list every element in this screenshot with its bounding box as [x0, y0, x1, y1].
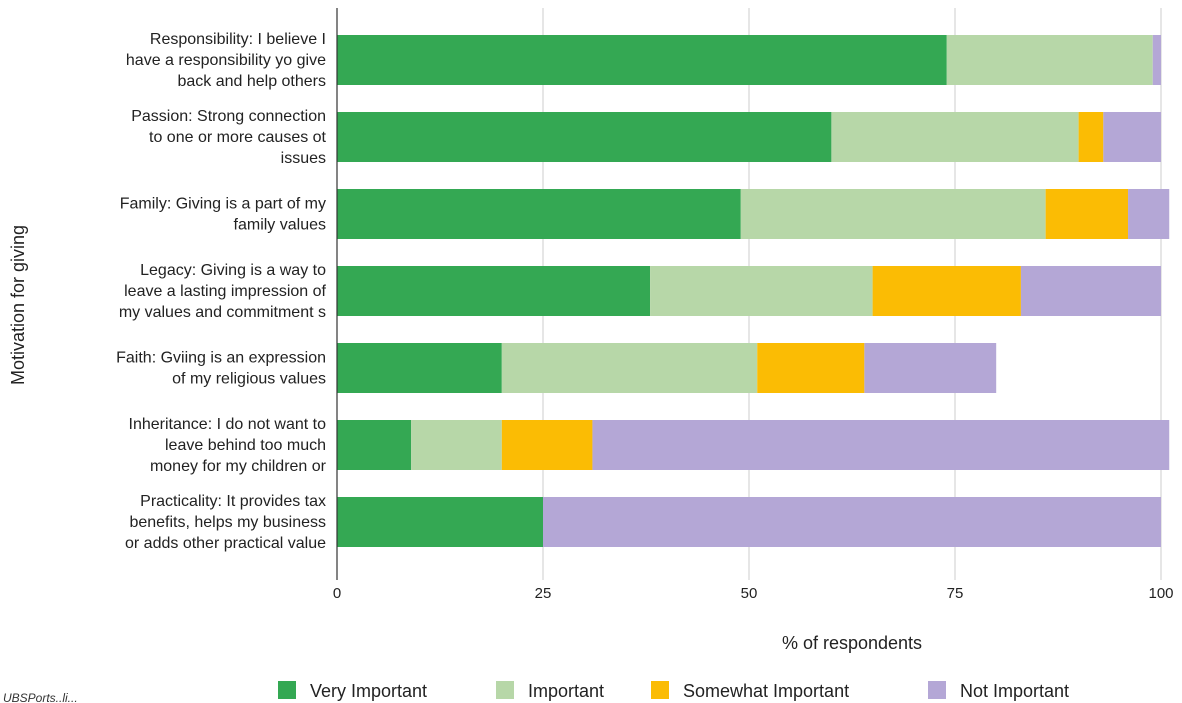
bar-segment [337, 112, 832, 162]
bar-segment [337, 420, 412, 470]
category-label: to one or more causes ot [149, 129, 327, 146]
x-tick-label: 0 [333, 585, 341, 602]
bar-segment [337, 189, 741, 239]
category-label: Legacy: Giving is a way to [140, 262, 326, 279]
category-label: family values [234, 217, 326, 234]
bar-segment [337, 343, 502, 393]
bar-segment [592, 420, 1170, 470]
bar-segment [1152, 35, 1161, 85]
legend: Very Important Important Somewhat Importan… [278, 681, 1069, 701]
category-label: Passion: Strong connection [131, 108, 326, 125]
footnote: UBSPorts..li... [3, 691, 78, 703]
category-label: money for my children or [150, 458, 327, 475]
legend-label: Not Important [960, 681, 1069, 701]
legend-label: Somewhat Important [683, 681, 849, 701]
bar-segment [501, 420, 593, 470]
x-tick-label: 25 [535, 585, 552, 602]
bar-segment [872, 266, 1021, 316]
bar-segment [337, 35, 947, 85]
category-label: Practicality: It provides tax [140, 493, 326, 510]
x-tick-label: 75 [947, 585, 964, 602]
bar-segment [650, 266, 873, 316]
category-label: back and help others [177, 73, 326, 90]
category-labels: Responsibility: I believe I have a respon… [116, 31, 327, 552]
bar-segment [337, 266, 651, 316]
legend-label: Very Important [310, 681, 427, 701]
bar-segment [1045, 189, 1129, 239]
legend-label: Important [528, 681, 604, 701]
category-label: Family: Giving is a part of my [120, 196, 326, 213]
y-axis-title: Motivation for giving [8, 225, 28, 385]
x-axis-title: % of respondents [782, 633, 922, 653]
bar-segment [757, 343, 865, 393]
bar-segment [740, 189, 1046, 239]
x-tick-label: 50 [741, 585, 758, 602]
category-label: leave behind too much [165, 437, 326, 454]
category-label: Faith: Gviing is an expression [116, 350, 326, 367]
bar-segment [831, 112, 1079, 162]
bar-segment [946, 35, 1153, 85]
x-tick-label: 100 [1148, 585, 1173, 602]
legend-swatch [496, 681, 514, 699]
bars [337, 35, 1170, 547]
category-label: my values and commitment s [119, 304, 326, 321]
legend-swatch [928, 681, 946, 699]
category-label: Responsibility: I believe I [150, 31, 326, 48]
bar-segment [1020, 266, 1161, 316]
bar-segment [411, 420, 502, 470]
bar-segment [1128, 189, 1170, 239]
x-tick-labels: 0 25 50 75 100 [333, 585, 1174, 602]
category-label: of my religious values [172, 371, 326, 388]
bar-segment [1103, 112, 1161, 162]
category-label: Inheritance: I do not want to [129, 416, 327, 433]
category-label: benefits, helps my business [129, 514, 326, 531]
legend-swatch [651, 681, 669, 699]
category-label: issues [281, 150, 326, 167]
bar-segment [1078, 112, 1104, 162]
bar-segment [864, 343, 997, 393]
bar-segment [501, 343, 758, 393]
bar-segment [337, 497, 543, 547]
category-label: leave a lasting impression of [124, 283, 326, 300]
bar-segment [543, 497, 1161, 547]
legend-swatch [278, 681, 296, 699]
category-label: or adds other practical value [125, 535, 326, 552]
category-label: have a responsibility yo give [126, 52, 326, 69]
